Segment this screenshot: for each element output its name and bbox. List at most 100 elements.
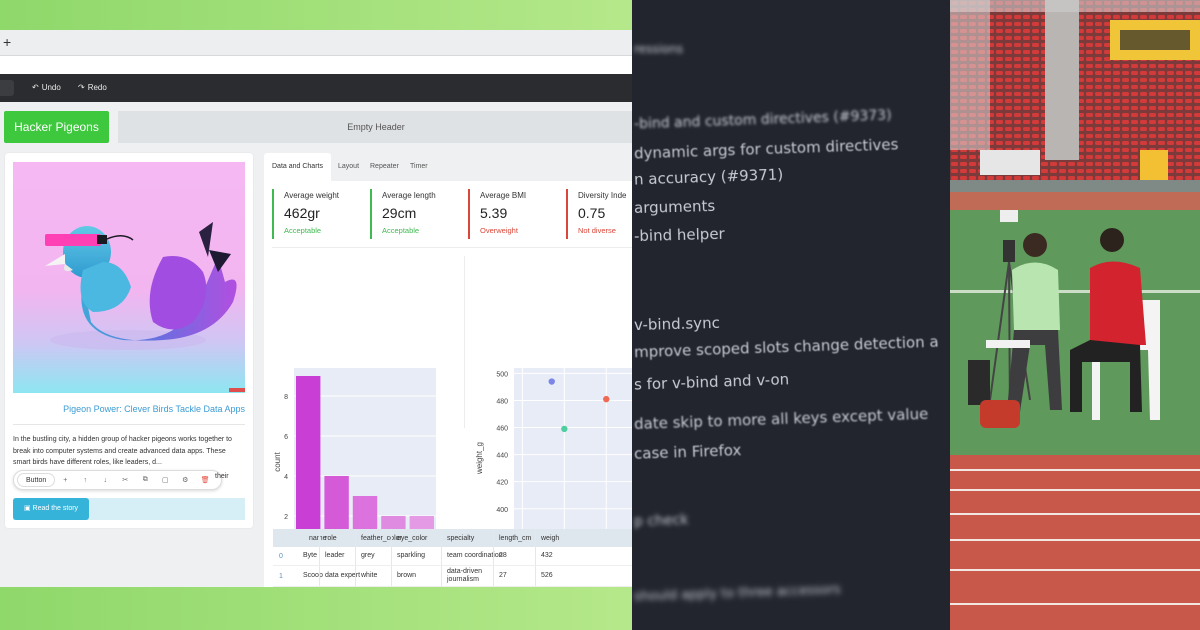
code-line: case in Firefox xyxy=(633,441,742,463)
redo-button[interactable]: ↷ Redo xyxy=(78,83,107,92)
editor-canvas: Hacker Pigeons Empty Header xyxy=(0,102,632,608)
metric-average-bmi: Average BMI 5.39 Overweight xyxy=(468,189,526,239)
read-story-row: ▣ Read the story xyxy=(13,498,245,520)
tab-repeater[interactable]: Repeater xyxy=(370,163,399,170)
plot-area xyxy=(514,368,632,548)
column-header[interactable]: eye_color xyxy=(397,534,428,542)
table-cell: grey xyxy=(361,552,375,559)
story-text: In the bustling city, a hidden group of … xyxy=(13,436,232,466)
table-cell: 28 xyxy=(499,552,507,559)
code-line: s for v-bind and v-on xyxy=(633,370,790,394)
story-text-tail: their xyxy=(215,473,229,480)
redo-label: Redo xyxy=(87,83,107,92)
table-cell: Scoop xyxy=(303,572,323,579)
copy-icon[interactable]: ⧉ xyxy=(142,476,148,483)
table-cell: Byte xyxy=(303,552,318,559)
scatter-point xyxy=(548,378,555,385)
table-cell: sparkling xyxy=(397,552,426,559)
empty-header[interactable]: Empty Header xyxy=(118,111,632,143)
code-changelog-photo: ressions -bind and custom directives (#93… xyxy=(632,0,950,630)
code-line: should apply to three accessors xyxy=(633,582,841,605)
y-tick-label: 500 xyxy=(496,371,508,378)
redo-icon: ↷ xyxy=(78,83,85,92)
column-header[interactable]: role xyxy=(325,534,337,542)
code-line: dynamic args for custom directives xyxy=(633,135,899,163)
y-axis-label: weight_g xyxy=(475,442,484,475)
column-header[interactable]: length_cm xyxy=(499,534,532,542)
column-header[interactable]: specialty xyxy=(447,534,475,542)
bar xyxy=(296,376,321,556)
table-cell: data-driven journalism xyxy=(447,568,483,583)
story-card: Pigeon Power: Clever Birds Tackle Data A… xyxy=(5,153,253,528)
table-cell: data expert xyxy=(325,572,361,579)
code-line: -bind and custom directives (#9373) xyxy=(633,107,892,133)
y-tick-label: 2 xyxy=(284,514,288,521)
table-row[interactable]: 1 Scoop data expert white brown data-driven j… xyxy=(273,566,632,587)
metric-diversity-index: Diversity Inde 0.75 Not diverse xyxy=(566,189,626,239)
table-cell: team coordination xyxy=(447,552,503,559)
add-icon[interactable]: + xyxy=(63,476,68,484)
tab-timer[interactable]: Timer xyxy=(410,163,428,170)
column-header[interactable]: weigh xyxy=(541,534,560,542)
scatter-point xyxy=(603,395,610,403)
tab-bar: Data and Charts Layout Repeater Timer xyxy=(264,153,632,181)
undo-button[interactable]: ↶ Undo xyxy=(32,83,61,92)
column-header[interactable]: name xyxy=(309,534,327,542)
y-tick-label: 480 xyxy=(496,398,508,405)
y-tick-label: 4 xyxy=(284,474,288,481)
metric-average-weight: Average weight 462gr Acceptable xyxy=(272,189,339,239)
cut-icon[interactable]: ✂ xyxy=(122,477,129,484)
dashboard-panel: Data and Charts Layout Repeater Timer Av… xyxy=(264,153,632,608)
undo-label: Undo xyxy=(41,83,61,92)
code-line: ressions xyxy=(634,42,684,56)
move-up-icon[interactable]: ↑ xyxy=(83,476,88,484)
undo-icon: ↶ xyxy=(32,83,39,92)
story-title: Pigeon Power: Clever Birds Tackle Data A… xyxy=(63,404,245,414)
read-story-button[interactable]: ▣ Read the story xyxy=(13,498,89,520)
tab-data-and-charts[interactable]: Data and Charts xyxy=(264,153,331,181)
delete-icon[interactable]: 🗑 xyxy=(200,477,210,484)
scatter-point xyxy=(561,425,568,433)
app-header-title[interactable]: Hacker Pigeons xyxy=(4,111,109,143)
pigeon-image xyxy=(13,162,245,393)
table-cell: leader xyxy=(325,552,345,559)
paste-icon[interactable]: ▢ xyxy=(161,477,169,484)
app-screenshot: + ↶ Undo ↷ Redo Hacker Pigeons Empty Hea… xyxy=(0,0,632,630)
code-line: mprove scoped slots change detection a xyxy=(633,332,939,362)
metric-average-length: Average length 29cm Acceptable xyxy=(370,189,436,239)
new-tab-icon[interactable]: + xyxy=(3,34,12,50)
table-cell: 432 xyxy=(541,552,553,559)
table-row[interactable]: 0 Byte leader grey sparkling team coordinatio… xyxy=(273,547,632,566)
y-tick-label: 400 xyxy=(496,507,508,514)
y-tick-label: 440 xyxy=(496,453,508,460)
y-axis-label: count xyxy=(273,451,282,471)
stadium-photo xyxy=(950,0,1200,630)
code-line: -bind helper xyxy=(633,224,725,246)
tab-layout[interactable]: Layout xyxy=(338,163,360,170)
code-line: v-bind.sync xyxy=(633,313,721,335)
row-index: 1 xyxy=(279,572,283,580)
editor-toolbar: ↶ Undo ↷ Redo xyxy=(0,74,632,102)
y-tick-label: 460 xyxy=(496,426,508,433)
code-line: p check xyxy=(633,512,689,530)
row-index: 0 xyxy=(279,552,283,560)
top-banner xyxy=(0,0,632,30)
move-down-icon[interactable]: ↓ xyxy=(103,476,108,484)
code-line: arguments xyxy=(633,196,716,218)
code-line: n accuracy (#9371) xyxy=(633,165,784,189)
table-header: name role feather_color eye_color specialty l… xyxy=(273,529,632,547)
toolbar-left-button[interactable] xyxy=(0,80,14,96)
table-cell: 526 xyxy=(541,572,553,579)
component-action-bar: Button + ↑ ↓ ✂ ⧉ ▢ ⚙ 🗑 xyxy=(13,470,222,490)
settings-icon[interactable]: ⚙ xyxy=(182,477,189,484)
scatter-chart: 380400420440460480500282930length_cmweig… xyxy=(475,368,632,580)
browser-tabstrip: + xyxy=(0,30,632,56)
y-tick-label: 420 xyxy=(496,480,508,487)
y-tick-label: 6 xyxy=(284,434,288,441)
code-line: date skip to more all keys except value xyxy=(633,404,929,434)
button-component-chip[interactable]: Button xyxy=(17,473,56,487)
column-header[interactable]: feather_color xyxy=(361,534,402,542)
y-tick-label: 8 xyxy=(284,394,288,401)
read-story-label: Read the story xyxy=(32,505,79,512)
